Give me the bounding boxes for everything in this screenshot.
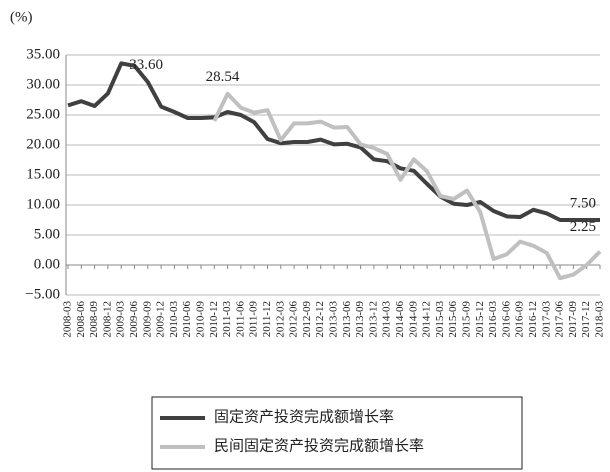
x-tick-label: 2016-12 [527, 301, 539, 338]
y-tick-label: 35.00 [26, 46, 60, 62]
legend-label: 民间固定资产投资完成额增长率 [214, 437, 424, 454]
y-tick-label: 20.00 [26, 136, 60, 152]
x-tick-label: 2012-06 [288, 301, 300, 338]
x-tick-label: 2017-06 [554, 301, 566, 338]
x-tick-label: 2015-06 [447, 301, 459, 338]
data-label: 7.50 [570, 195, 596, 211]
data-label: 33.60 [129, 57, 163, 73]
y-tick-label: 5.00 [34, 226, 60, 242]
y-axis-label: (%) [10, 9, 33, 25]
x-tick-label: 2010-06 [181, 301, 193, 338]
x-tick-label: 2010-12 [208, 301, 220, 338]
y-tick-label: 0.00 [34, 256, 60, 272]
x-tick-label: 2014-09 [407, 301, 419, 338]
x-tick-label: 2010-09 [195, 301, 207, 338]
x-tick-label: 2008-12 [101, 301, 113, 338]
x-tick-label: 2015-09 [461, 301, 473, 338]
x-tick-label: 2015-12 [474, 301, 486, 338]
x-tick-label: 2009-03 [115, 301, 127, 338]
series-line [212, 91, 602, 281]
x-tick-label: 2016-06 [500, 301, 512, 338]
x-tick-label: 2013-03 [328, 301, 340, 338]
x-tick-label: 2013-12 [367, 301, 379, 338]
legend-box [151, 396, 523, 470]
x-tick-label: 2016-03 [487, 301, 499, 338]
x-tick-label: 2010-03 [168, 301, 180, 338]
x-tick-label: 2013-06 [341, 301, 353, 338]
y-tick-label: 10.00 [26, 196, 60, 212]
y-tick-label: 15.00 [26, 166, 60, 182]
series-line [67, 61, 600, 222]
x-tick-label: 2012-12 [314, 301, 326, 338]
x-tick-label: 2017-09 [567, 301, 579, 338]
x-tick-label: 2009-12 [155, 301, 167, 338]
data-label: 2.25 [570, 219, 596, 235]
y-tick-label: 30.00 [26, 76, 60, 92]
legend-label: 固定资产投资完成额增长率 [214, 408, 394, 425]
x-tick-label: 2016-09 [514, 301, 526, 338]
x-tick-label: 2017-12 [580, 301, 592, 338]
data-label: 28.54 [206, 69, 240, 85]
x-tick-label: 2015-03 [434, 301, 446, 338]
x-tick-label: 2013-09 [354, 301, 366, 338]
x-tick-label: 2018-03 [594, 301, 606, 338]
x-tick-label: 2012-09 [301, 301, 313, 338]
x-tick-label: 2011-06 [234, 301, 246, 338]
x-tick-label: 2009-09 [141, 301, 153, 338]
x-tick-label: 2011-12 [261, 301, 273, 337]
x-tick-label: 2008-03 [62, 301, 74, 338]
x-tick-label: 2008-09 [88, 301, 100, 338]
x-tick-label: 2011-03 [221, 301, 233, 338]
x-tick-label: 2014-12 [421, 301, 433, 338]
y-tick-label: −5.00 [25, 286, 60, 302]
x-tick-label: 2008-06 [75, 301, 87, 338]
x-tick-label: 2014-03 [381, 301, 393, 338]
x-tick-label: 2014-06 [394, 301, 406, 338]
y-tick-label: 25.00 [26, 106, 60, 122]
x-tick-label: 2009-06 [128, 301, 140, 338]
x-tick-label: 2012-03 [274, 301, 286, 338]
x-tick-label: 2017-03 [540, 301, 552, 338]
x-tick-label: 2011-09 [248, 301, 260, 338]
